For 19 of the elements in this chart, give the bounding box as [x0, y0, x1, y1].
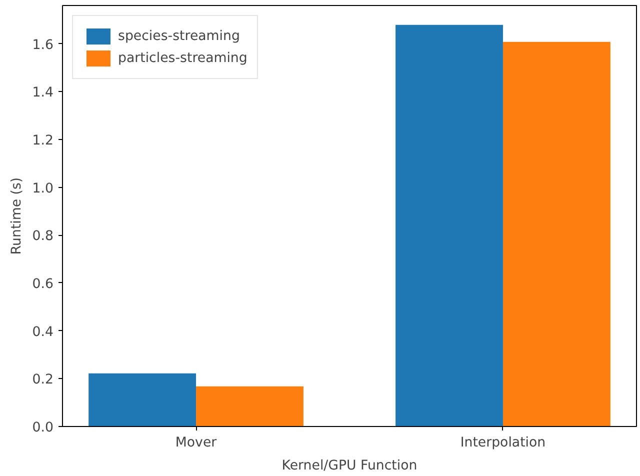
y-tick-label: 0.2 [32, 372, 54, 388]
y-tick-label: 0.0 [32, 420, 54, 436]
y-tick-label: 1.2 [32, 133, 54, 148]
y-axis-title: Runtime (s) [9, 177, 24, 255]
bar [196, 386, 304, 426]
bar [396, 24, 503, 426]
bar [502, 42, 610, 426]
legend-label: species-streaming [118, 28, 240, 44]
legend-label: particles-streaming [118, 50, 248, 66]
y-tick-label: 1.4 [32, 86, 54, 101]
y-tick-label: 1.0 [32, 181, 54, 196]
y-tick-label: 1.6 [32, 38, 54, 53]
x-tick-label: Interpolation [460, 436, 546, 450]
x-tick-label: Mover [175, 436, 218, 450]
y-tick-label: 0.6 [32, 276, 54, 292]
y-tick-label: 0.4 [32, 324, 54, 340]
x-axis-title: Kernel/GPU Function [282, 458, 418, 474]
bar [88, 373, 196, 426]
y-tick-label: 0.8 [32, 229, 54, 244]
